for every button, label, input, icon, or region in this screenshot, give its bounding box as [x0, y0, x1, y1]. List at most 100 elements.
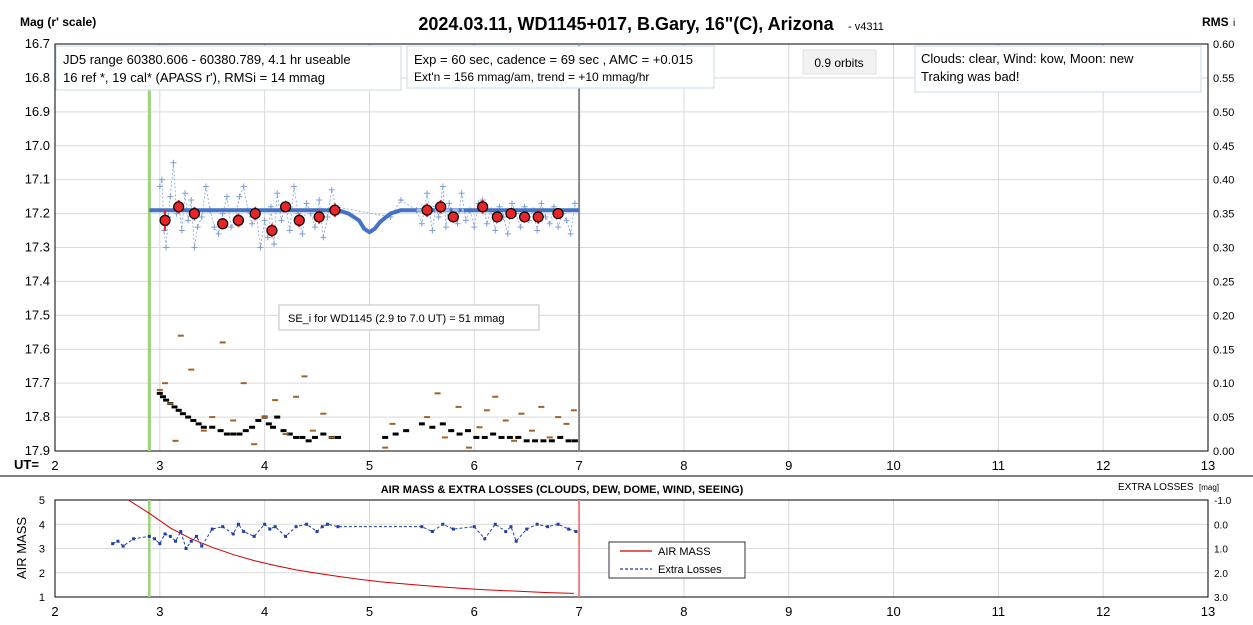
x-tick-label: 12 [1096, 604, 1110, 619]
legend-losses-label: Extra Losses [658, 564, 722, 576]
info-box-range-line2: 16 ref *, 19 cal* (APASS r'), RMSi = 14 … [63, 70, 325, 85]
raw-point [439, 183, 446, 190]
extra-losses-point [493, 522, 497, 526]
info-box-exposure-line2: Ext'n = 156 mmag/am, trend = +10 mmag/hr [414, 70, 649, 84]
y2-tick-label: 3.0 [1214, 593, 1228, 604]
raw-point [257, 244, 264, 251]
raw-point [571, 200, 578, 207]
raw-point [462, 217, 469, 224]
binned-point [217, 218, 229, 230]
raw-point [178, 227, 185, 234]
raw-point [517, 224, 524, 231]
extra-losses-point [430, 530, 434, 534]
raw-point [170, 159, 177, 166]
x-tick-label: 6 [471, 458, 478, 473]
top-ylabel-right-sub: i [1233, 18, 1235, 29]
y-tick-label: 1 [39, 592, 45, 604]
raw-point [492, 227, 499, 234]
raw-point [191, 244, 198, 251]
y2-tick-label: 0.40 [1213, 175, 1234, 187]
binned-point [491, 211, 503, 223]
raw-point [167, 193, 174, 200]
raw-point [202, 183, 209, 190]
binned-point [249, 207, 261, 220]
bottom-title: AIR MASS & EXTRA LOSSES (CLOUDS, DEW, DO… [381, 484, 744, 496]
y2-tick-label: 0.25 [1213, 276, 1234, 288]
bottom-ylabel-left: AIR MASS [14, 517, 29, 579]
y2-tick-label: 1.0 [1214, 545, 1228, 556]
extra-losses-point [504, 530, 508, 534]
x-tick-label: 8 [680, 604, 687, 619]
binned-point [159, 214, 171, 226]
extra-losses-point [158, 542, 162, 546]
extra-losses-point [163, 532, 167, 536]
raw-point [163, 244, 170, 251]
extra-losses-point [451, 527, 455, 531]
raw-point [471, 224, 478, 231]
raw-point [215, 230, 222, 237]
binned-point [173, 201, 185, 213]
raw-point [504, 230, 511, 237]
y2-tick-label: 0.20 [1213, 310, 1234, 322]
raw-point [188, 197, 195, 204]
x-tick-label: 9 [785, 458, 792, 473]
raw-point [290, 183, 297, 190]
raw-point [261, 217, 268, 224]
y2-tick-label: 0.15 [1213, 344, 1234, 356]
raw-point [156, 183, 163, 190]
binned-point [532, 211, 544, 223]
extra-losses-point [252, 534, 256, 538]
y2-tick-label: 0.60 [1213, 39, 1234, 51]
extra-losses-point [574, 530, 578, 534]
raw-point [316, 197, 323, 204]
raw-point [161, 227, 168, 234]
extra-losses-point [231, 532, 235, 536]
raw-connect-line [159, 162, 576, 248]
extra-losses-point [294, 525, 298, 529]
y2-tick-label: -1.0 [1214, 496, 1232, 507]
y-tick-label: 17.7 [25, 375, 50, 390]
extra-losses-point [174, 539, 178, 543]
y2-tick-label: 0.0 [1214, 520, 1228, 531]
bottom-ylabel-right: EXTRA LOSSES [1118, 482, 1194, 493]
y-tick-label: 17.8 [25, 409, 50, 424]
x-tick-label: 5 [366, 458, 373, 473]
extra-losses-line [112, 523, 577, 550]
y-tick-label: 17.9 [25, 443, 50, 458]
info-box-range [55, 45, 402, 91]
raw-point [446, 200, 453, 207]
y-tick-label: 16.9 [25, 104, 50, 119]
x-tick-label: 10 [886, 604, 900, 619]
raw-point [320, 234, 327, 241]
info-box-weather-line2: Traking was bad! [921, 69, 1020, 84]
extra-losses-point [472, 525, 476, 529]
top-ylabel-right: RMS [1202, 15, 1229, 29]
x-tick-label: 4 [261, 458, 268, 473]
x-tick-label: 6 [471, 604, 478, 619]
raw-point [198, 213, 205, 220]
raw-point [236, 193, 243, 200]
raw-point [311, 224, 318, 231]
binned-point [329, 204, 341, 216]
binned-point [280, 201, 292, 213]
extra-losses-point [284, 534, 288, 538]
binned-point [293, 214, 305, 226]
raw-point [264, 234, 271, 241]
extra-losses-point [315, 530, 319, 534]
raw-point [328, 186, 335, 193]
binned-point [518, 211, 531, 223]
extra-losses-point [420, 525, 424, 529]
extra-losses-point [483, 537, 487, 541]
extra-losses-point [509, 525, 513, 529]
raw-point [158, 176, 165, 183]
x-tick-label: 7 [575, 458, 582, 473]
extra-losses-point [263, 522, 267, 526]
binned-point [232, 214, 245, 226]
extra-losses-point [236, 522, 240, 526]
extra-losses-point [441, 522, 445, 526]
extra-losses-point [514, 539, 518, 543]
extra-losses-point [242, 530, 246, 534]
y2-tick-label: 0.45 [1213, 141, 1234, 153]
legend [608, 541, 746, 579]
extra-losses-point [268, 527, 272, 531]
